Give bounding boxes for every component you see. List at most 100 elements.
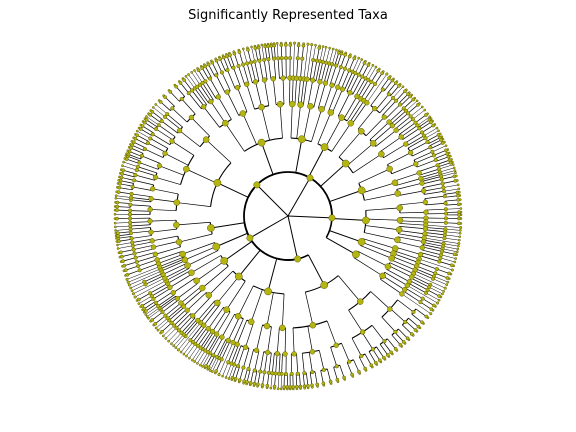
branch-line xyxy=(152,111,163,121)
branch-line xyxy=(383,341,392,353)
branch-line xyxy=(248,349,254,370)
branch-line xyxy=(393,253,419,263)
tree-node xyxy=(437,294,441,298)
tree-node xyxy=(304,76,310,82)
tree-node xyxy=(227,377,231,380)
branch-line xyxy=(138,292,151,300)
tree-node xyxy=(214,355,219,360)
tree-node xyxy=(162,114,168,119)
tree-node xyxy=(437,298,441,302)
branch-line xyxy=(425,202,446,206)
tree-node xyxy=(170,342,173,346)
branch-line xyxy=(375,94,390,110)
branch-line xyxy=(353,257,383,277)
tree-node xyxy=(114,196,118,200)
branch-line xyxy=(387,338,396,350)
tree-node xyxy=(347,359,352,364)
tree-node xyxy=(147,206,153,213)
branch-line xyxy=(357,250,389,267)
branch-line xyxy=(137,166,157,174)
branch-line xyxy=(320,163,347,187)
branch-line xyxy=(402,324,413,335)
tree-node xyxy=(393,127,399,133)
branch-line xyxy=(343,96,358,120)
tree-node xyxy=(423,108,427,112)
tree-node xyxy=(452,166,456,170)
branch-line xyxy=(409,280,428,291)
tree-node xyxy=(453,169,457,172)
tree-node xyxy=(135,129,139,133)
branch-line xyxy=(301,353,305,374)
tree-node xyxy=(185,354,188,358)
branch-line xyxy=(190,324,204,341)
branch-line xyxy=(134,248,155,254)
tree-node xyxy=(330,62,335,67)
tree-node xyxy=(116,247,120,250)
tree-node xyxy=(219,70,224,75)
branch-line xyxy=(188,74,198,87)
tree-node xyxy=(250,45,253,49)
branch-line xyxy=(197,329,210,347)
tree-node xyxy=(116,243,119,247)
branch-line xyxy=(424,195,445,200)
branch-line xyxy=(246,369,251,383)
tree-node xyxy=(393,347,398,351)
branch-line xyxy=(407,137,426,149)
branch-line xyxy=(366,73,388,103)
tree-node xyxy=(156,123,161,128)
tree-node xyxy=(237,50,242,54)
branch-line xyxy=(436,268,450,274)
tree-node xyxy=(456,183,460,187)
tree-node xyxy=(178,81,183,85)
branch-line xyxy=(384,272,408,286)
tree-node xyxy=(396,217,404,224)
tree-node xyxy=(116,231,120,235)
tree-node xyxy=(306,383,310,388)
branch-line xyxy=(444,237,460,241)
tree-node xyxy=(435,163,440,168)
branch-line xyxy=(425,224,461,228)
branch-line xyxy=(445,222,459,224)
tree-node xyxy=(204,364,208,368)
branch-line xyxy=(319,46,324,62)
tree-node xyxy=(363,366,367,371)
branch-line xyxy=(250,370,254,383)
tree-node xyxy=(184,262,191,269)
tree-node xyxy=(130,184,135,189)
tree-node xyxy=(215,94,221,100)
tree-node xyxy=(117,239,121,244)
branch-line xyxy=(309,59,314,80)
tree-node xyxy=(275,41,279,45)
branch-line xyxy=(403,99,414,109)
branch-line xyxy=(423,239,444,244)
tree-node xyxy=(420,320,424,325)
tree-node xyxy=(311,57,316,63)
branch-line xyxy=(318,61,324,82)
branch-line xyxy=(147,142,166,153)
tree-node xyxy=(150,318,155,322)
branch-line xyxy=(424,232,445,236)
tree-node xyxy=(321,367,326,372)
tree-node xyxy=(359,329,366,335)
tree-node xyxy=(443,211,449,216)
clade-arc xyxy=(256,171,311,186)
branch-line xyxy=(399,201,426,206)
branch-line xyxy=(387,82,396,94)
tree-node xyxy=(439,138,444,142)
branch-line xyxy=(162,299,179,313)
branch-line xyxy=(257,371,261,385)
branch-line xyxy=(358,356,366,369)
branch-line xyxy=(135,138,148,145)
tree-node xyxy=(356,298,364,305)
branch-line xyxy=(200,302,218,323)
tree-node xyxy=(113,212,117,216)
tree-node xyxy=(165,112,170,117)
branch-line xyxy=(398,190,424,196)
tree-node xyxy=(341,159,350,168)
tree-node xyxy=(380,71,384,76)
branch-line xyxy=(391,334,401,346)
branch-line xyxy=(355,78,366,96)
branch-line xyxy=(183,319,198,335)
branch-line xyxy=(130,230,151,234)
